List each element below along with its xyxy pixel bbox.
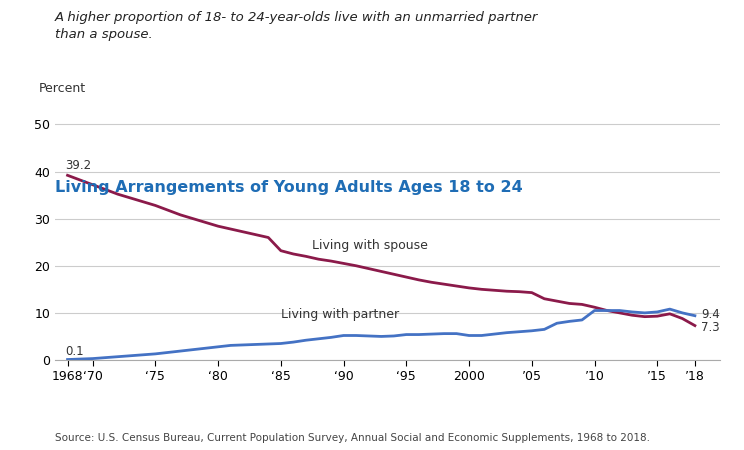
Text: Living with spouse: Living with spouse: [312, 238, 428, 252]
Text: 7.3: 7.3: [701, 320, 719, 333]
Text: Source: U.S. Census Bureau, Current Population Survey, Annual Social and Economi: Source: U.S. Census Bureau, Current Popu…: [55, 433, 650, 443]
Text: 9.4: 9.4: [701, 308, 720, 321]
Text: 39.2: 39.2: [65, 158, 92, 171]
Text: A higher proportion of 18- to 24-year-olds live with an unmarried partner
than a: A higher proportion of 18- to 24-year-ol…: [55, 11, 539, 41]
Text: Living Arrangements of Young Adults Ages 18 to 24: Living Arrangements of Young Adults Ages…: [55, 180, 523, 195]
Text: Percent: Percent: [39, 82, 86, 95]
Text: Living with partner: Living with partner: [280, 308, 399, 321]
Text: 0.1: 0.1: [65, 345, 83, 358]
